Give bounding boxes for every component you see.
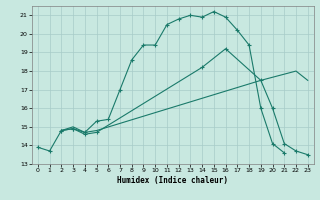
X-axis label: Humidex (Indice chaleur): Humidex (Indice chaleur) (117, 176, 228, 185)
